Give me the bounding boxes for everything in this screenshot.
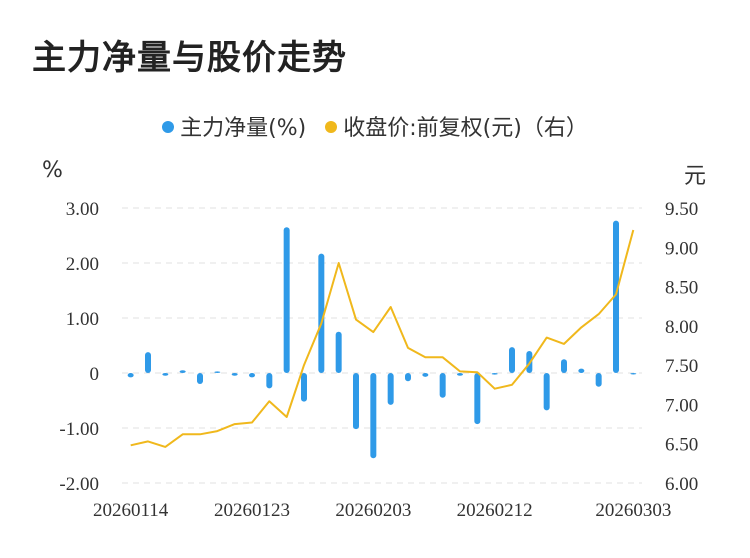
net-flow-bar bbox=[127, 373, 134, 378]
legend: 主力净量(%) 收盘价:前复权(元)（右） bbox=[0, 110, 750, 142]
right-axis-unit: 元 bbox=[684, 164, 707, 189]
net-flow-bar bbox=[283, 227, 290, 373]
net-flow-bar bbox=[630, 373, 637, 375]
net-flow-bar bbox=[301, 373, 307, 402]
legend-item-close-price[interactable]: 收盘价:前复权(元)（右） bbox=[325, 110, 588, 142]
net-flow-bar bbox=[353, 373, 359, 430]
y-left-tick-label: -1.00 bbox=[59, 419, 99, 440]
net-flow-bar bbox=[370, 373, 377, 459]
x-tick-label: 20260303 bbox=[595, 500, 671, 521]
net-flow-bar bbox=[335, 331, 342, 373]
net-flow-bar bbox=[266, 373, 273, 389]
close-price-line bbox=[130, 229, 635, 448]
chart-title: 主力净量与股价走势 bbox=[32, 38, 347, 78]
x-tick-label: 20260114 bbox=[93, 500, 169, 521]
y-right-tick-label: 9.50 bbox=[665, 199, 698, 220]
y-left-tick-label: 1.00 bbox=[66, 309, 99, 330]
net-flow-bar bbox=[422, 373, 429, 377]
net-flow-bar bbox=[318, 253, 325, 373]
net-flow-bar bbox=[595, 373, 602, 387]
legend-label-net-flow: 主力净量(%) bbox=[180, 116, 307, 141]
net-flow-bar bbox=[474, 373, 481, 425]
net-flow-bar bbox=[457, 373, 463, 376]
y-left-tick-label: 0 bbox=[90, 364, 100, 385]
y-right-tick-label: 9.00 bbox=[665, 238, 698, 259]
net-flow-bar bbox=[613, 220, 619, 373]
legend-marker-close-price bbox=[325, 121, 338, 133]
net-flow-bar bbox=[578, 368, 585, 373]
net-flow-bar bbox=[214, 371, 221, 373]
y-left-tick-label: 3.00 bbox=[66, 199, 99, 220]
net-flow-bar bbox=[405, 373, 411, 382]
net-flow-bar bbox=[543, 373, 550, 411]
net-flow-bar bbox=[145, 352, 151, 373]
x-tick-label: 20260123 bbox=[214, 500, 290, 521]
net-flow-bar bbox=[162, 373, 169, 376]
net-flow-bar bbox=[387, 373, 394, 405]
net-flow-bar bbox=[439, 373, 446, 398]
y-right-tick-label: 6.50 bbox=[665, 435, 698, 456]
net-flow-bar bbox=[561, 359, 567, 373]
y-left-tick-label: -2.00 bbox=[59, 474, 99, 495]
net-flow-bar bbox=[491, 373, 498, 375]
net-flow-bar bbox=[197, 373, 203, 384]
net-flow-bar bbox=[179, 370, 186, 373]
x-tick-label: 20260212 bbox=[457, 500, 533, 521]
y-left-tick-label: 2.00 bbox=[66, 254, 99, 275]
net-flow-bar bbox=[249, 373, 255, 378]
legend-label-close-price: 收盘价:前复权(元)（右） bbox=[343, 116, 588, 141]
y-right-tick-label: 7.00 bbox=[665, 395, 698, 416]
y-right-tick-label: 6.00 bbox=[665, 474, 698, 495]
legend-item-net-flow[interactable]: 主力净量(%) bbox=[162, 110, 306, 142]
y-right-tick-label: 8.50 bbox=[665, 278, 698, 299]
left-axis-unit: % bbox=[42, 158, 63, 183]
y-right-tick-label: 8.00 bbox=[665, 317, 698, 338]
net-flow-bar bbox=[509, 347, 515, 373]
x-tick-label: 20260203 bbox=[335, 500, 411, 521]
net-flow-bar bbox=[231, 373, 238, 376]
y-right-tick-label: 7.50 bbox=[665, 356, 698, 377]
legend-marker-net-flow bbox=[162, 121, 175, 133]
